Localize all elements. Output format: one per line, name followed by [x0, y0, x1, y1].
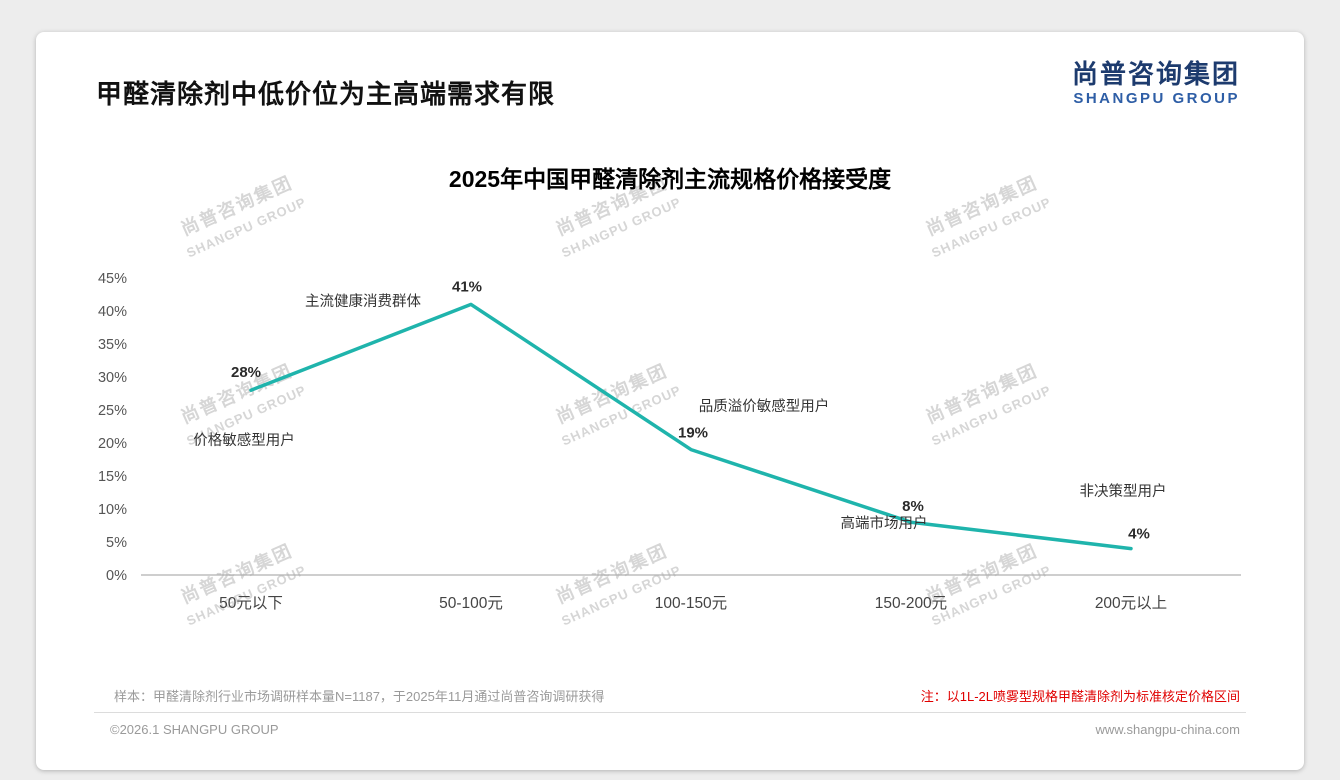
- annotation-label: 价格敏感型用户: [193, 432, 295, 449]
- y-tick-label: 35%: [98, 337, 127, 353]
- category-label: 50元以下: [219, 595, 283, 612]
- footer-row: ©2026.1 SHANGPU GROUP www.shangpu-china.…: [110, 722, 1240, 737]
- sample-note: 样本：甲醛清除剂行业市场调研样本量N=1187，于2025年11月通过尚普咨询调…: [114, 689, 605, 704]
- annotation-label: 主流健康消费群体: [305, 293, 421, 310]
- price-note: 注：以1L-2L喷雾型规格甲醛清除剂为标准核定价格区间: [920, 689, 1240, 704]
- category-label: 100-150元: [655, 595, 727, 612]
- annotation-label: 非决策型用户: [1080, 483, 1167, 500]
- annotation-label: 高端市场用户: [841, 515, 928, 532]
- page-title: 甲醛清除剂中低价位为主高端需求有限: [96, 79, 556, 109]
- slide-content: 甲醛清除剂中低价位为主高端需求有限 尚普咨询集团 SHANGPU GROUP 2…: [36, 32, 1304, 770]
- logo-chinese-text: 尚普咨询集团: [1071, 59, 1240, 89]
- y-tick-label: 10%: [98, 502, 127, 518]
- notes-row: 样本：甲醛清除剂行业市场调研样本量N=1187，于2025年11月通过尚普咨询调…: [114, 686, 1240, 705]
- category-label: 50-100元: [439, 595, 503, 612]
- category-label: 150-200元: [875, 595, 947, 612]
- slide-card: 尚普咨询集团 SHANGPU GROUP 尚普咨询集团 SHANGPU GROUP 尚普…: [36, 32, 1304, 770]
- y-tick-label: 25%: [98, 403, 127, 419]
- y-tick-label: 0%: [106, 568, 127, 584]
- line-chart: 45% 40% 35% 30% 25% 20% 15% 10% 5% 0% 28% 41% 19% 8% 4…: [86, 260, 1266, 645]
- website-text: www.shangpu-china.com: [1095, 722, 1240, 737]
- y-tick-label: 40%: [98, 304, 127, 320]
- company-logo: 尚普咨询集团 SHANGPU GROUP: [1071, 59, 1240, 107]
- y-tick-label: 30%: [98, 370, 127, 386]
- footer-divider: [94, 712, 1246, 713]
- y-tick-label: 20%: [98, 436, 127, 452]
- copyright-text: ©2026.1 SHANGPU GROUP: [110, 722, 279, 737]
- data-label: 41%: [452, 278, 482, 295]
- price-acceptance-chart-svg: 45% 40% 35% 30% 25% 20% 15% 10% 5% 0% 28% 41% 19% 8% 4…: [98, 271, 1241, 612]
- data-label: 28%: [231, 364, 261, 381]
- annotation-label: 品质溢价敏感型用户: [699, 398, 830, 415]
- data-label: 19%: [678, 425, 708, 442]
- data-label: 8%: [902, 498, 924, 515]
- category-label: 200元以上: [1095, 594, 1167, 612]
- y-tick-label: 5%: [106, 535, 127, 551]
- y-tick-label: 45%: [98, 271, 127, 287]
- y-tick-label: 15%: [98, 469, 127, 485]
- series-line: [249, 302, 1133, 551]
- logo-english-text: SHANGPU GROUP: [1073, 89, 1240, 107]
- chart-title: 2025年中国甲醛清除剂主流规格价格接受度: [448, 166, 892, 192]
- data-label: 4%: [1128, 526, 1150, 543]
